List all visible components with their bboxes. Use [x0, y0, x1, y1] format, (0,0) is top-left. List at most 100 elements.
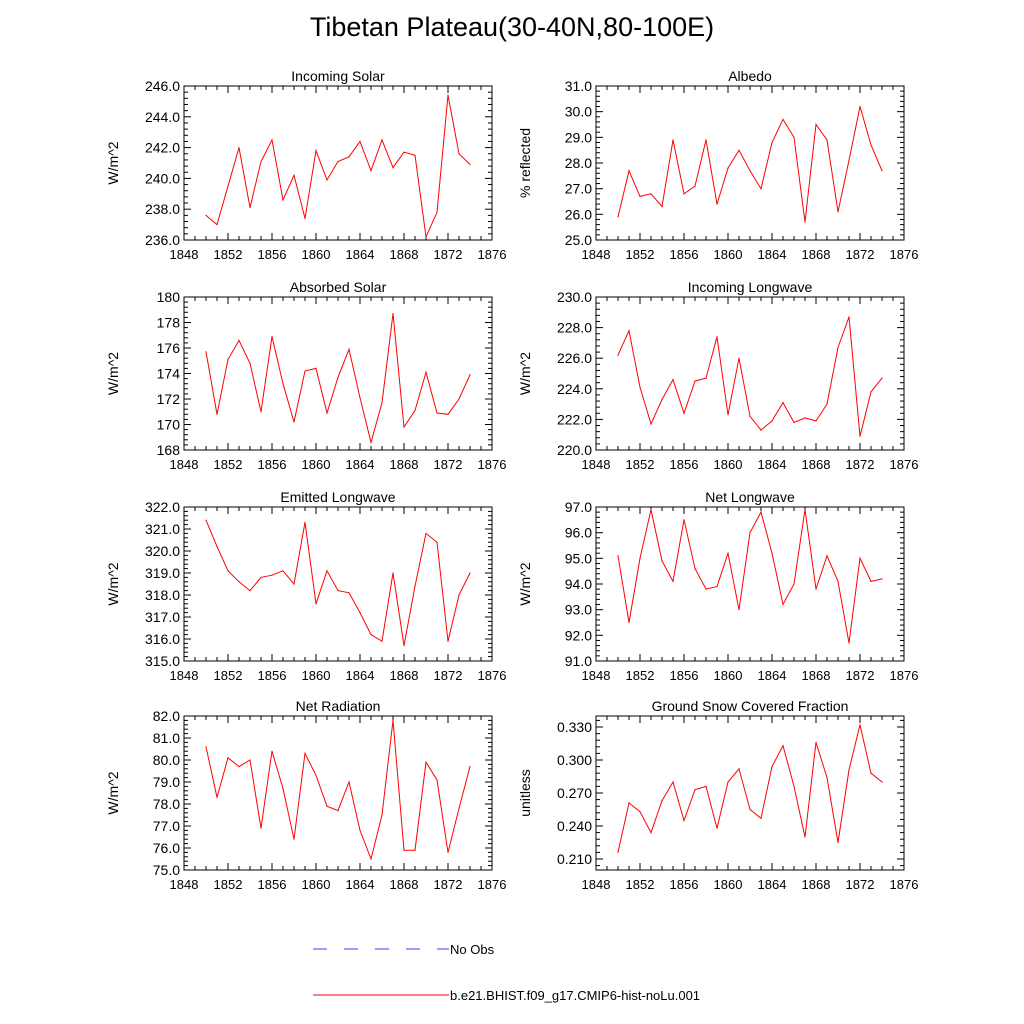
data-point	[447, 94, 449, 96]
data-point	[672, 379, 674, 381]
y-tick-label: 230.0	[557, 289, 592, 305]
data-point	[617, 851, 619, 854]
x-tick-label: 1872	[846, 668, 875, 683]
data-point	[216, 546, 218, 548]
data-point	[628, 170, 630, 172]
data-point	[436, 211, 438, 213]
chart-title: Ground Snow Covered Fraction	[652, 698, 849, 714]
data-point	[650, 193, 652, 195]
data-point	[826, 403, 828, 405]
x-tick-label: 1876	[890, 457, 919, 472]
data-point	[848, 316, 850, 318]
data-point	[205, 214, 207, 216]
data-point	[238, 766, 240, 768]
x-tick-label: 1848	[170, 457, 199, 472]
data-point	[392, 719, 394, 722]
data-point	[414, 585, 416, 587]
x-tick-label: 1864	[758, 247, 787, 262]
data-point	[826, 139, 828, 141]
y-tick-label: 315.0	[145, 653, 180, 669]
data-point	[738, 609, 740, 611]
y-tick-label: 168	[157, 442, 181, 458]
x-tick-label: 1864	[758, 668, 787, 683]
data-point	[672, 580, 674, 583]
x-tick-label: 1864	[346, 668, 375, 683]
y-tick-label: 180	[157, 289, 181, 305]
x-tick-label: 1868	[390, 457, 419, 472]
x-tick-label: 1852	[626, 247, 655, 262]
y-tick-label: 224.0	[557, 381, 592, 397]
data-point	[271, 335, 273, 338]
data-point	[249, 362, 251, 364]
data-point	[683, 519, 685, 521]
data-point	[403, 426, 405, 428]
data-point	[683, 412, 685, 414]
data-point	[628, 330, 630, 332]
y-tick-label: 242.0	[145, 140, 180, 156]
data-point	[870, 391, 872, 393]
plot-frame	[595, 85, 905, 241]
x-tick-label: 1872	[434, 877, 463, 892]
x-tick-label: 1852	[626, 457, 655, 472]
data-point	[447, 640, 449, 642]
x-tick-label: 1864	[346, 877, 375, 892]
chart-panel-4: Emitted Longwave W/m^2 1848 1852 1856 1860 186…	[105, 489, 506, 683]
data-point	[282, 788, 284, 790]
x-tick-label: 1860	[714, 247, 743, 262]
data-point	[848, 159, 850, 162]
x-tick-label: 1856	[670, 668, 699, 683]
legend-label-model: b.e21.BHIST.f09_g17.CMIP6-hist-noLu.001	[450, 988, 700, 1003]
data-point	[760, 817, 762, 819]
data-point	[859, 105, 861, 108]
x-tick-label: 1852	[626, 877, 655, 892]
data-point	[683, 193, 685, 195]
x-tick-label: 1868	[802, 247, 831, 262]
data-point	[617, 555, 619, 557]
data-point	[414, 849, 416, 851]
data-point	[337, 376, 339, 378]
series-line	[205, 520, 471, 646]
data-point	[282, 570, 284, 572]
data-point	[227, 185, 229, 187]
data-point	[227, 358, 229, 361]
data-point	[304, 752, 306, 755]
series-line	[205, 720, 471, 861]
x-tick-label: 1856	[258, 668, 287, 683]
y-tick-label: 82.0	[153, 708, 180, 724]
data-point	[249, 207, 251, 209]
series-line	[617, 724, 883, 853]
x-tick-label: 1848	[582, 668, 611, 683]
data-point	[392, 167, 394, 169]
x-tick-label: 1876	[478, 457, 507, 472]
data-point	[293, 174, 295, 176]
x-tick-label: 1848	[582, 247, 611, 262]
y-tick-label: 176	[157, 340, 181, 356]
y-tick-label: 238.0	[145, 201, 180, 217]
y-axis-label: W/m^2	[105, 771, 121, 814]
data-point	[804, 417, 806, 419]
data-point	[650, 423, 652, 425]
y-tick-label: 26.0	[565, 206, 592, 222]
data-point	[716, 203, 718, 205]
data-point	[436, 779, 438, 781]
data-point	[672, 139, 674, 141]
y-tick-label: 222.0	[557, 411, 592, 427]
y-tick-label: 0.240	[557, 818, 592, 834]
data-point	[271, 574, 273, 576]
data-point	[749, 532, 751, 534]
y-axis-label: W/m^2	[105, 141, 121, 184]
chart-title: Absorbed Solar	[290, 279, 387, 295]
y-tick-label: 93.0	[565, 602, 592, 618]
y-axis-label: % reflected	[517, 128, 533, 198]
x-tick-label: 1876	[478, 877, 507, 892]
data-point	[650, 832, 652, 834]
data-point	[216, 413, 218, 415]
x-tick-label: 1864	[758, 457, 787, 472]
y-tick-label: 0.300	[557, 752, 592, 768]
data-point	[815, 588, 817, 590]
data-point	[348, 781, 350, 783]
data-point	[650, 508, 652, 511]
data-point	[782, 745, 784, 747]
data-point	[749, 808, 751, 811]
